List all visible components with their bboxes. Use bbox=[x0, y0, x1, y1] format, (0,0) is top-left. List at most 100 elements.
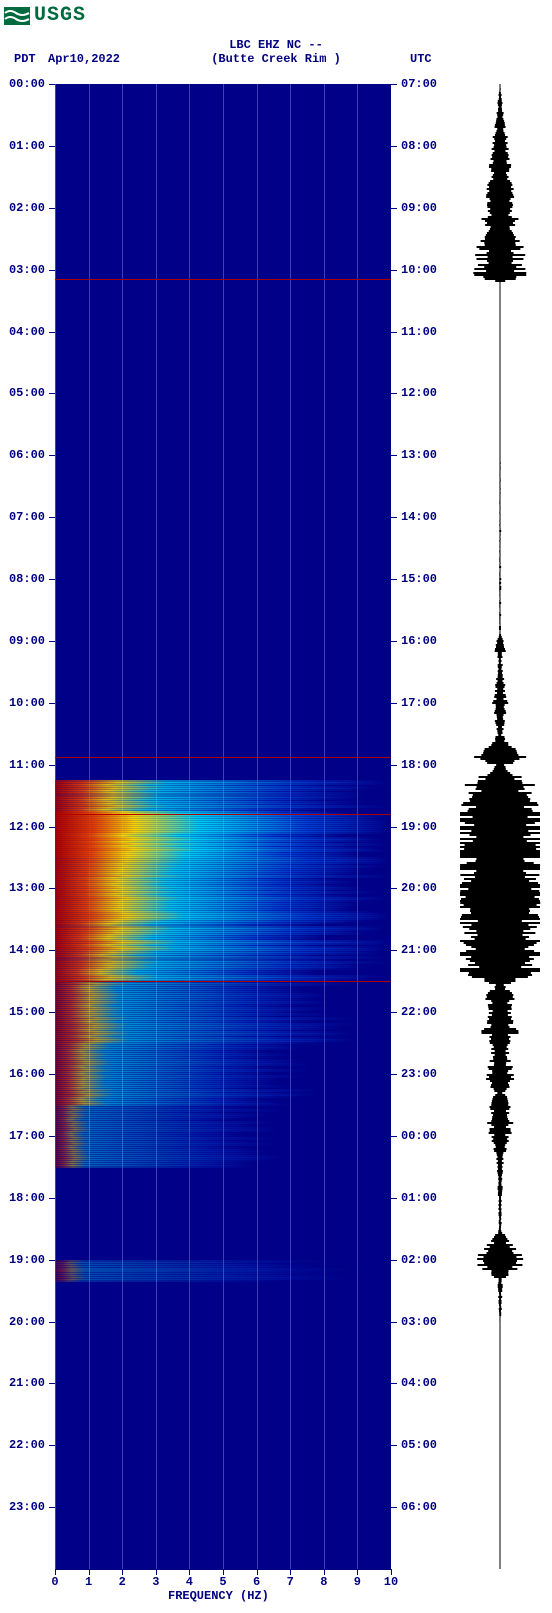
y-tick-right bbox=[391, 950, 397, 951]
y-tick-right bbox=[391, 703, 397, 704]
y-tick-right bbox=[391, 270, 397, 271]
x-tick-label: 5 bbox=[219, 1575, 226, 1589]
y-tick-left bbox=[49, 888, 55, 889]
y-tick-right bbox=[391, 765, 397, 766]
y-label-utc: 13:00 bbox=[401, 448, 437, 462]
y-tick-left bbox=[49, 641, 55, 642]
x-tick-label: 8 bbox=[320, 1575, 327, 1589]
y-label-pdt: 08:00 bbox=[5, 572, 45, 586]
y-tick-left bbox=[49, 1260, 55, 1261]
y-tick-left bbox=[49, 1074, 55, 1075]
x-axis-title: FREQUENCY (HZ) bbox=[168, 1589, 269, 1603]
y-tick-left bbox=[49, 517, 55, 518]
right-tz-label: UTC bbox=[410, 52, 432, 66]
y-label-pdt: 12:00 bbox=[5, 820, 45, 834]
y-label-utc: 08:00 bbox=[401, 139, 437, 153]
y-label-utc: 17:00 bbox=[401, 696, 437, 710]
y-label-pdt: 07:00 bbox=[5, 510, 45, 524]
y-tick-right bbox=[391, 208, 397, 209]
x-tick-label: 9 bbox=[354, 1575, 361, 1589]
y-label-pdt: 04:00 bbox=[5, 325, 45, 339]
y-tick-left bbox=[49, 1445, 55, 1446]
y-label-utc: 06:00 bbox=[401, 1500, 437, 1514]
y-label-pdt: 03:00 bbox=[5, 263, 45, 277]
y-tick-left bbox=[49, 950, 55, 951]
y-label-pdt: 19:00 bbox=[5, 1253, 45, 1267]
y-label-utc: 16:00 bbox=[401, 634, 437, 648]
y-label-utc: 18:00 bbox=[401, 758, 437, 772]
y-tick-left bbox=[49, 393, 55, 394]
y-label-pdt: 18:00 bbox=[5, 1191, 45, 1205]
x-tick-label: 0 bbox=[51, 1575, 58, 1589]
y-tick-right bbox=[391, 1507, 397, 1508]
y-tick-right bbox=[391, 332, 397, 333]
y-label-pdt: 15:00 bbox=[5, 1005, 45, 1019]
y-tick-left bbox=[49, 84, 55, 85]
y-label-utc: 19:00 bbox=[401, 820, 437, 834]
y-label-pdt: 23:00 bbox=[5, 1500, 45, 1514]
y-label-pdt: 22:00 bbox=[5, 1438, 45, 1452]
y-tick-left bbox=[49, 270, 55, 271]
y-tick-right bbox=[391, 455, 397, 456]
y-tick-right bbox=[391, 1322, 397, 1323]
y-label-utc: 20:00 bbox=[401, 881, 437, 895]
y-tick-left bbox=[49, 1507, 55, 1508]
spectrogram-band bbox=[55, 1279, 294, 1282]
y-label-utc: 11:00 bbox=[401, 325, 437, 339]
y-label-utc: 14:00 bbox=[401, 510, 437, 524]
date-label: Apr10,2022 bbox=[48, 52, 120, 66]
y-tick-left bbox=[49, 1012, 55, 1013]
y-label-pdt: 00:00 bbox=[5, 77, 45, 91]
station-code: LBC EHZ NC -- bbox=[0, 38, 552, 52]
y-tick-right bbox=[391, 1012, 397, 1013]
y-tick-right bbox=[391, 393, 397, 394]
event-marker-line bbox=[55, 814, 391, 815]
y-tick-right bbox=[391, 1074, 397, 1075]
x-tick-label: 6 bbox=[253, 1575, 260, 1589]
x-tick-label: 4 bbox=[186, 1575, 193, 1589]
y-tick-right bbox=[391, 641, 397, 642]
y-label-pdt: 21:00 bbox=[5, 1376, 45, 1390]
y-label-utc: 21:00 bbox=[401, 943, 437, 957]
y-tick-right bbox=[391, 84, 397, 85]
y-label-pdt: 20:00 bbox=[5, 1315, 45, 1329]
y-label-pdt: 17:00 bbox=[5, 1129, 45, 1143]
y-tick-right bbox=[391, 146, 397, 147]
y-label-pdt: 10:00 bbox=[5, 696, 45, 710]
y-tick-left bbox=[49, 827, 55, 828]
spectrogram-band bbox=[55, 1165, 255, 1168]
y-tick-right bbox=[391, 579, 397, 580]
y-label-pdt: 01:00 bbox=[5, 139, 45, 153]
x-tick-label: 3 bbox=[152, 1575, 159, 1589]
y-tick-left bbox=[49, 332, 55, 333]
y-tick-right bbox=[391, 1260, 397, 1261]
event-marker-line bbox=[55, 757, 391, 758]
y-tick-left bbox=[49, 1383, 55, 1384]
left-tz-label: PDT bbox=[14, 52, 36, 66]
y-label-pdt: 13:00 bbox=[5, 881, 45, 895]
y-label-pdt: 11:00 bbox=[5, 758, 45, 772]
waveform-sample bbox=[495, 280, 505, 282]
y-tick-left bbox=[49, 146, 55, 147]
y-label-utc: 04:00 bbox=[401, 1376, 437, 1390]
x-tick-label: 10 bbox=[384, 1575, 398, 1589]
y-tick-left bbox=[49, 703, 55, 704]
waveform-sample bbox=[499, 1320, 500, 1322]
y-tick-left bbox=[49, 1322, 55, 1323]
y-label-utc: 09:00 bbox=[401, 201, 437, 215]
y-label-utc: 01:00 bbox=[401, 1191, 437, 1205]
y-label-pdt: 16:00 bbox=[5, 1067, 45, 1081]
x-tick-label: 2 bbox=[119, 1575, 126, 1589]
y-label-utc: 05:00 bbox=[401, 1438, 437, 1452]
event-marker-line bbox=[55, 279, 391, 280]
y-label-utc: 07:00 bbox=[401, 77, 437, 91]
y-label-pdt: 02:00 bbox=[5, 201, 45, 215]
y-label-pdt: 14:00 bbox=[5, 943, 45, 957]
wave-icon bbox=[4, 7, 30, 25]
x-tick-label: 7 bbox=[287, 1575, 294, 1589]
event-marker-line bbox=[55, 981, 391, 982]
y-tick-right bbox=[391, 517, 397, 518]
y-label-utc: 15:00 bbox=[401, 572, 437, 586]
y-tick-right bbox=[391, 827, 397, 828]
y-tick-right bbox=[391, 1445, 397, 1446]
